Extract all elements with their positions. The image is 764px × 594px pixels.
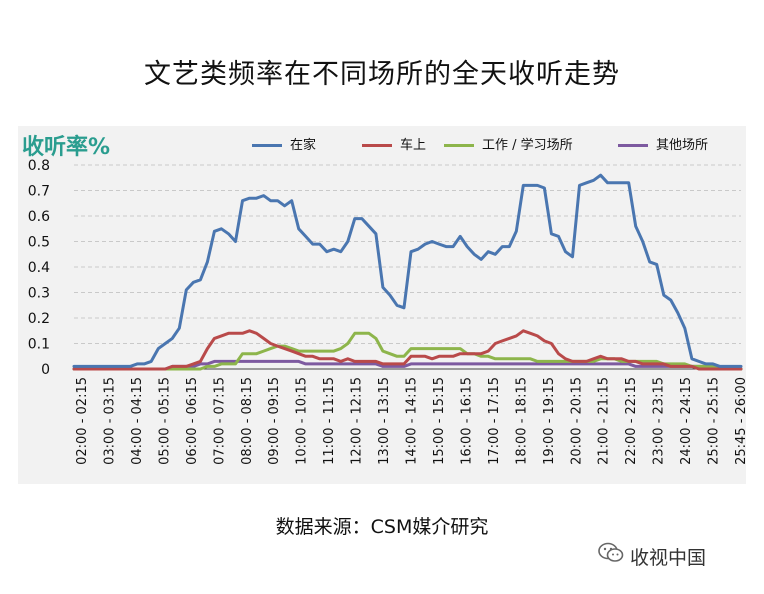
x-tick-label: 11:00 - 11:15 [322,377,337,465]
data-source: 数据来源：CSM媒介研究 [275,516,489,538]
x-tick-label: 12:00 - 12:15 [350,377,365,465]
y-tick-label: 0.4 [28,260,50,276]
legend-item-car: 车上 [362,134,426,153]
x-tick-label: 22:00 - 22:15 [624,377,639,465]
x-tick-label: 07:00 - 07:15 [212,377,227,465]
legend-swatch-car [362,144,392,147]
x-tick-label: 04:00 - 04:15 [130,377,145,465]
x-tick-label: 25:00 - 25:15 [707,377,722,465]
y-tick-label: 0.7 [28,184,50,200]
x-tick-label: 14:00 - 14:15 [405,377,420,465]
y-tick-label: 0.6 [28,209,50,225]
y-tick-label: 0 [41,362,50,378]
x-tick-label: 08:00 - 08:15 [240,377,255,465]
legend-swatch-home [252,144,282,147]
x-tick-label: 21:00 - 21:15 [597,377,612,465]
x-tick-label: 15:00 - 15:15 [432,377,447,465]
x-tick-label: 20:00 - 20:15 [569,377,584,465]
x-tick-label: 03:00 - 03:15 [102,377,117,465]
legend: 在家 车上 工作 / 学习场所 其他场所 [252,134,732,154]
x-tick-label: 16:00 - 16:15 [459,377,474,465]
x-tick-label: 05:00 - 05:15 [157,377,172,465]
y-tick-label: 0.8 [28,158,50,174]
x-tick-label: 02:00 - 02:15 [75,377,90,465]
legend-label-other: 其他场所 [656,138,709,153]
x-tick-label: 17:00 - 17:15 [487,377,502,465]
y-tick-label: 0.5 [28,235,50,251]
legend-swatch-work [444,144,474,147]
y-tick-label: 0.1 [28,337,50,353]
series-line-1 [72,329,743,371]
y-axis-label: 收听率% [22,135,111,160]
x-tick-label: 24:00 - 24:15 [679,377,694,465]
chart-panel [18,126,746,484]
x-tick-label: 19:00 - 19:15 [542,377,557,465]
watermark: 收视中国 [598,542,706,570]
x-tick-label: 13:00 - 13:15 [377,377,392,465]
series-line-0 [72,173,743,368]
legend-label-car: 车上 [400,138,427,153]
chart-title: 文艺类频率在不同场所的全天收听走势 [144,59,620,90]
watermark-text: 收视中国 [630,547,707,569]
x-tick-label: 18:00 - 18:15 [514,377,529,465]
y-tick-label: 0.2 [28,311,50,327]
legend-swatch-other [618,144,648,147]
y-tick-label: 0.3 [28,286,50,302]
x-tick-label: 10:00 - 10:15 [295,377,310,465]
legend-label-work: 工作 / 学习场所 [482,138,573,153]
wechat-icon [598,542,624,569]
legend-item-other: 其他场所 [618,134,708,153]
x-tick-label: 23:00 - 23:15 [652,377,667,465]
legend-label-home: 在家 [290,138,317,153]
legend-item-work: 工作 / 学习场所 [444,134,573,153]
legend-item-home: 在家 [252,134,316,153]
x-tick-label: 06:00 - 06:15 [185,377,200,465]
x-tick-label: 25:45 - 26:00 [734,377,749,465]
x-tick-label: 09:00 - 09:15 [267,377,282,465]
